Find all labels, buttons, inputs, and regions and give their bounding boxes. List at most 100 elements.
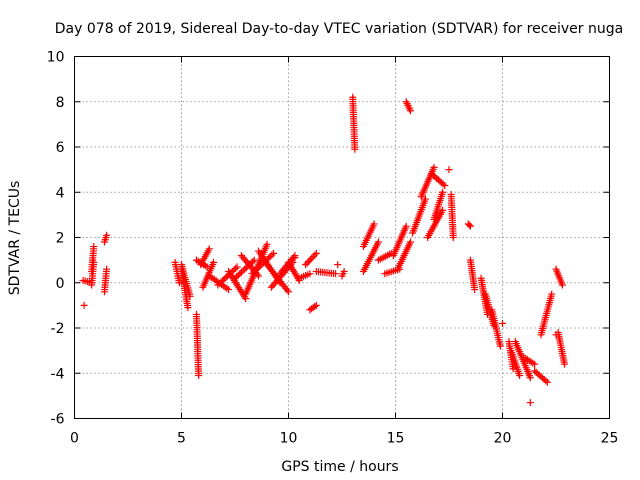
data-point [239, 267, 247, 275]
data-point [552, 331, 560, 339]
data-point [214, 281, 222, 289]
data-point [305, 257, 313, 265]
y-tick-label: 6 [56, 140, 65, 156]
data-point [241, 265, 249, 273]
data-point [306, 256, 314, 264]
data-point [421, 195, 429, 203]
x-axis-label: GPS time / hours [281, 459, 398, 475]
data-point [406, 107, 414, 115]
data-point [332, 270, 340, 278]
data-point [233, 263, 241, 271]
data-point [302, 261, 310, 269]
data-point [334, 261, 342, 269]
data-point [351, 145, 359, 153]
data-point [236, 270, 244, 278]
data-point [561, 360, 569, 368]
data-point [184, 304, 192, 312]
data-point [445, 166, 453, 174]
data-point [175, 279, 183, 287]
data-point [312, 301, 320, 309]
grid [74, 56, 610, 419]
y-tick-label: -2 [51, 321, 65, 337]
data-point [210, 258, 218, 266]
data-point [402, 222, 410, 230]
data-point [217, 278, 225, 286]
data-point [268, 251, 276, 259]
data-point [340, 267, 348, 275]
data-point [441, 181, 449, 189]
data-point [291, 254, 299, 262]
axis-ticks [74, 56, 610, 419]
data-point [253, 265, 261, 273]
data-point [531, 360, 539, 368]
y-tick-labels: -6 -4 -2 0 2 4 6 8 10 [47, 50, 65, 428]
data-point [308, 254, 316, 262]
data-point [283, 286, 291, 294]
data-point [230, 266, 238, 274]
data-point [233, 273, 241, 281]
data-point [225, 286, 233, 294]
data-point [251, 267, 259, 275]
data-point [471, 286, 479, 294]
data-point [311, 303, 319, 311]
data-point [80, 301, 88, 309]
x-tick-label: 5 [177, 431, 186, 447]
x-tick-label: 25 [601, 431, 619, 447]
data-point [311, 251, 319, 259]
data-point [465, 221, 473, 229]
data-point [263, 240, 271, 248]
data-point [406, 238, 414, 246]
y-tick-label: 4 [56, 185, 65, 201]
data-point [306, 270, 314, 278]
x-tick-label: 20 [494, 431, 512, 447]
data-point [90, 258, 98, 266]
data-point [548, 290, 556, 298]
y-tick-label: 10 [47, 50, 65, 66]
data-point [248, 270, 256, 278]
x-tick-label: 0 [70, 431, 79, 447]
data-point [256, 262, 264, 270]
data-point [222, 273, 230, 281]
data-point [543, 378, 551, 386]
data-point [542, 377, 550, 385]
x-tick-label: 15 [387, 431, 405, 447]
data-point [370, 220, 378, 228]
data-point [466, 222, 474, 230]
data-point [309, 253, 317, 261]
data-point [237, 268, 245, 276]
data-point [312, 249, 320, 257]
data-point [250, 256, 258, 264]
data-point [499, 319, 506, 327]
data-point [103, 231, 111, 239]
data-point [558, 281, 566, 289]
data-point [231, 274, 239, 282]
data-point [449, 234, 457, 241]
data-point [195, 372, 203, 380]
data-point [526, 399, 534, 407]
data-point [270, 249, 278, 257]
data-point [103, 265, 111, 273]
data-point [516, 372, 524, 380]
data-point [290, 253, 298, 261]
data-point [439, 188, 447, 196]
data-point [496, 342, 504, 350]
data-point [90, 243, 98, 251]
data-point [255, 263, 263, 271]
data-point [220, 275, 228, 283]
data-point [250, 268, 258, 276]
data-point [215, 280, 223, 288]
data-point [430, 163, 438, 171]
y-tick-label: 0 [56, 276, 65, 292]
data-point [266, 252, 274, 260]
x-tick-labels: 0 5 10 15 20 25 [70, 431, 618, 447]
data-point [249, 258, 257, 266]
data-point [234, 271, 242, 279]
data-point [285, 288, 292, 296]
data-point [439, 180, 447, 188]
data-point [439, 206, 447, 214]
data-point [232, 264, 240, 272]
data-point [526, 374, 534, 382]
x-tick-label: 10 [280, 431, 298, 447]
data-point [303, 259, 311, 267]
